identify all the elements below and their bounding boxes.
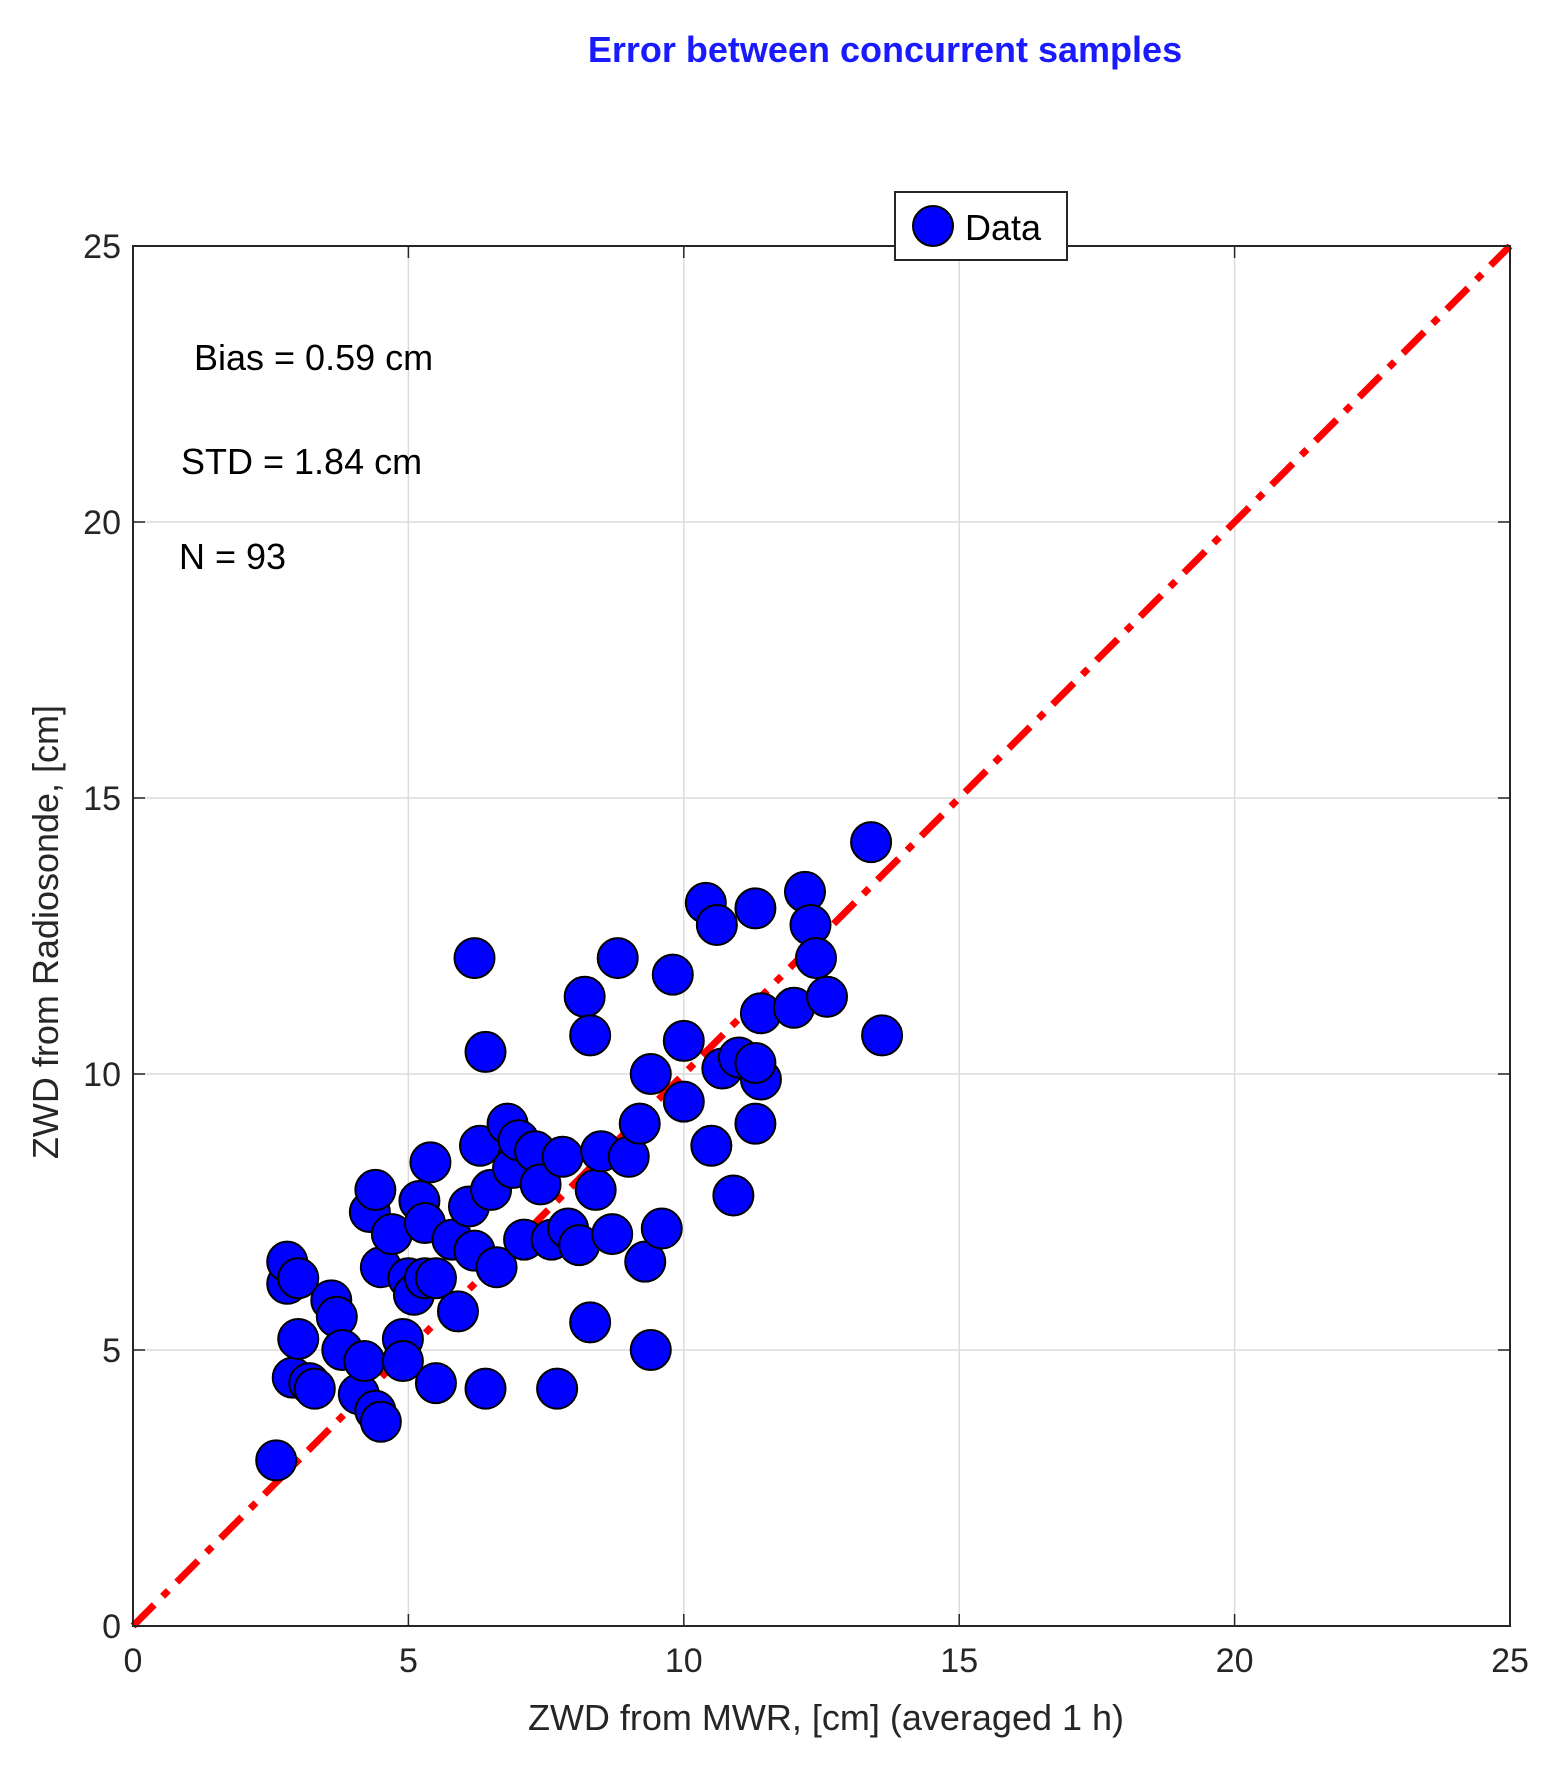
data-point [436, 1290, 479, 1333]
legend-label: Data [965, 207, 1042, 248]
data-point [536, 1367, 579, 1410]
data-point [850, 821, 893, 864]
data-point [409, 1141, 452, 1184]
y-tick-label: 25 [83, 228, 121, 266]
data-point [359, 1400, 402, 1443]
data-point [464, 1030, 507, 1073]
data-point [277, 1257, 320, 1300]
plot-frame [132, 245, 1511, 1627]
data-point [591, 1213, 634, 1256]
data-point [453, 937, 496, 980]
legend-marker [912, 205, 954, 247]
y-tick-label: 15 [83, 780, 121, 818]
x-tick-label: 5 [399, 1642, 418, 1680]
data-point [563, 975, 606, 1018]
data-point [569, 1014, 612, 1057]
y-tick-label: 0 [102, 1608, 121, 1646]
legend: Data [894, 191, 1068, 261]
x-tick-label: 15 [940, 1642, 978, 1680]
x-tick-label: 10 [665, 1642, 703, 1680]
data-point [414, 1257, 457, 1300]
data-point [794, 937, 837, 980]
data-point [662, 1080, 705, 1123]
data-point [574, 1168, 617, 1211]
data-point [596, 937, 639, 980]
stat-annotation: N = 93 [179, 536, 286, 577]
data-point [569, 1301, 612, 1344]
data-point [541, 1135, 584, 1178]
data-point [464, 1367, 507, 1410]
y-tick-label: 10 [83, 1056, 121, 1094]
x-tick-label: 25 [1491, 1642, 1529, 1680]
data-point [690, 1124, 733, 1167]
data-point [651, 953, 694, 996]
data-point [354, 1168, 397, 1211]
data-point [475, 1246, 518, 1289]
stat-annotation: Bias = 0.59 cm [194, 337, 433, 378]
data-point [806, 975, 849, 1018]
data-point [662, 1019, 705, 1062]
data-point [861, 1014, 904, 1057]
data-point [629, 1053, 672, 1095]
data-point [629, 1329, 672, 1371]
data-point [640, 1207, 683, 1250]
data-point [695, 903, 738, 946]
chart-title: Error between concurrent samples [588, 29, 1182, 70]
data-point [618, 1102, 661, 1145]
data-points [255, 821, 904, 1482]
y-axis-label: ZWD from Radiosonde, [cm] [25, 705, 66, 1159]
y-tick-label: 20 [83, 504, 121, 542]
stats-annotations: Bias = 0.59 cm STD = 1.84 cm N = 93 [179, 337, 433, 577]
data-point [624, 1240, 667, 1283]
data-point [343, 1340, 386, 1383]
data-point [734, 1102, 777, 1145]
y-tick-label: 5 [102, 1332, 121, 1370]
data-point [712, 1174, 755, 1217]
x-tick-label: 20 [1216, 1642, 1254, 1680]
data-point [519, 1163, 562, 1206]
data-point [255, 1439, 298, 1482]
data-point [414, 1362, 457, 1405]
data-point [381, 1340, 424, 1383]
stat-annotation: STD = 1.84 cm [181, 441, 422, 482]
data-point [734, 887, 777, 930]
x-axis-label: ZWD from MWR, [cm] (averaged 1 h) [528, 1697, 1124, 1738]
x-tick-label: 0 [124, 1642, 143, 1680]
data-point [277, 1317, 320, 1360]
data-point [293, 1367, 336, 1410]
data-point [734, 1041, 777, 1084]
